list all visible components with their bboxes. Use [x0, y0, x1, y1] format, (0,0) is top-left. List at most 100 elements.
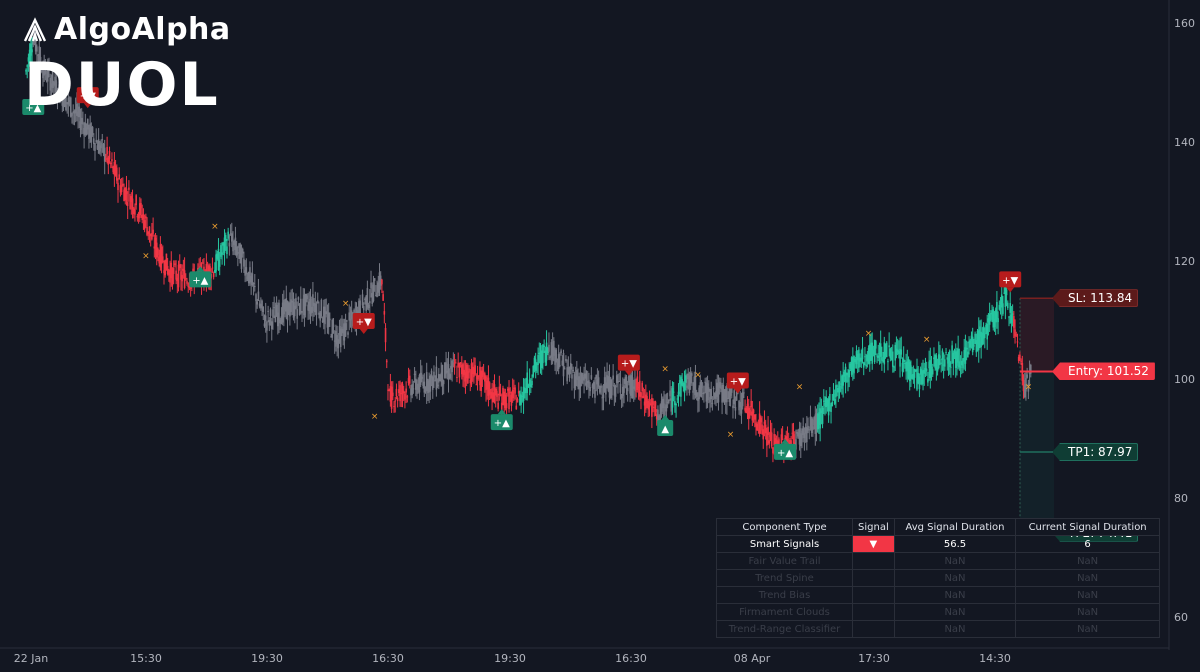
- candle-body: [1015, 334, 1018, 336]
- candle-body: [583, 377, 585, 381]
- candle-body: [106, 147, 108, 155]
- candle-body: [410, 388, 412, 396]
- candle-body: [724, 388, 727, 403]
- row-signal: [852, 586, 895, 604]
- candle-body: [385, 360, 388, 363]
- candle-body: [159, 244, 162, 268]
- candle-body: [752, 409, 755, 414]
- candle-body: [115, 167, 118, 181]
- candle-body: [250, 276, 252, 282]
- row-component: Trend-Range Classifier: [715, 620, 854, 638]
- candle-body: [1020, 360, 1022, 362]
- candle-body: [509, 392, 512, 394]
- candle-body: [261, 300, 263, 308]
- candle-body: [866, 354, 869, 362]
- candle-body: [320, 299, 323, 317]
- candle-body: [465, 364, 468, 379]
- candle-body: [239, 244, 242, 264]
- trade-zones: [1019, 298, 1054, 533]
- candle-body: [113, 161, 116, 175]
- candle-body: [394, 400, 397, 402]
- cross-markers: × × × × × × × × × × ×: [142, 222, 1032, 440]
- candle-body: [659, 404, 662, 420]
- candle-body: [442, 380, 445, 385]
- candle-body: [492, 392, 495, 403]
- candle-body: [461, 364, 463, 375]
- candle-body: [1025, 378, 1027, 392]
- candle-body: [809, 416, 812, 427]
- candle-body: [601, 397, 604, 399]
- candle-body: [201, 262, 204, 264]
- buy-signal-marker: +▲: [22, 94, 45, 116]
- candle-body: [181, 274, 183, 282]
- signal-marker-tip: [1006, 287, 1015, 293]
- candle-body: [711, 402, 714, 404]
- candle-body: [557, 354, 560, 370]
- candle-body: [416, 386, 418, 394]
- candle-body: [231, 233, 233, 242]
- buy-signal-marker: ▲: [657, 415, 674, 437]
- candle-body: [901, 362, 904, 372]
- candle-body: [594, 390, 596, 398]
- y-tick-label: 120: [1174, 254, 1195, 268]
- candle-body: [1022, 380, 1025, 392]
- candle-body: [885, 342, 888, 358]
- candle-body: [974, 333, 976, 344]
- candle-body: [101, 138, 104, 141]
- candle-body: [947, 358, 950, 364]
- candle-body: [619, 383, 622, 393]
- candle-body: [393, 405, 395, 407]
- candle-body: [61, 95, 64, 106]
- candle-body: [527, 385, 530, 388]
- candle-body: [272, 309, 274, 318]
- table-header-row: Component Type Signal Avg Signal Duratio…: [715, 518, 1160, 536]
- candle-body: [537, 355, 539, 366]
- candle-body: [303, 294, 306, 316]
- signal-marker-tip: [661, 415, 670, 421]
- candle-body: [761, 424, 763, 431]
- candle-body: [735, 391, 738, 401]
- candle-body: [395, 388, 398, 397]
- candle-body: [1014, 329, 1016, 337]
- candle-body: [400, 392, 403, 395]
- candle-body: [222, 243, 225, 246]
- x-tick-label: 19:30: [494, 652, 526, 665]
- candle-body: [701, 392, 704, 394]
- candle-body: [603, 377, 606, 393]
- candle-body: [46, 69, 49, 82]
- candle-body: [565, 358, 567, 361]
- candle-body: [117, 182, 119, 191]
- candle-body: [954, 351, 957, 368]
- candle-body: [643, 401, 646, 406]
- candle-body: [234, 237, 237, 250]
- candle-body: [900, 349, 903, 355]
- candle-body: [433, 371, 435, 378]
- candle-body: [329, 318, 331, 321]
- candle-body: [377, 282, 380, 293]
- candle-body: [399, 385, 401, 402]
- candle-body: [312, 294, 314, 312]
- candle-body: [664, 406, 666, 408]
- candle-body: [996, 302, 998, 319]
- candle-body: [624, 377, 627, 384]
- candle-body: [609, 379, 612, 399]
- candle-body: [774, 438, 777, 448]
- candle-body: [884, 351, 887, 354]
- row-avg: NaN: [893, 620, 1017, 638]
- candle-body: [732, 405, 734, 409]
- candle-body: [726, 385, 728, 403]
- buy-signal-marker: +▲: [189, 266, 212, 288]
- candle-body: [532, 366, 535, 377]
- candle-body: [364, 298, 366, 301]
- candle-body: [797, 432, 800, 437]
- candle-body: [739, 401, 742, 408]
- candle-body: [463, 369, 466, 375]
- candle-body: [80, 117, 83, 125]
- candle-body: [841, 376, 843, 389]
- candle-body: [344, 323, 347, 337]
- candle-body: [83, 127, 85, 136]
- candle-body: [769, 431, 772, 438]
- signal-marker-label: +▲: [494, 418, 510, 429]
- candle-body: [689, 372, 692, 384]
